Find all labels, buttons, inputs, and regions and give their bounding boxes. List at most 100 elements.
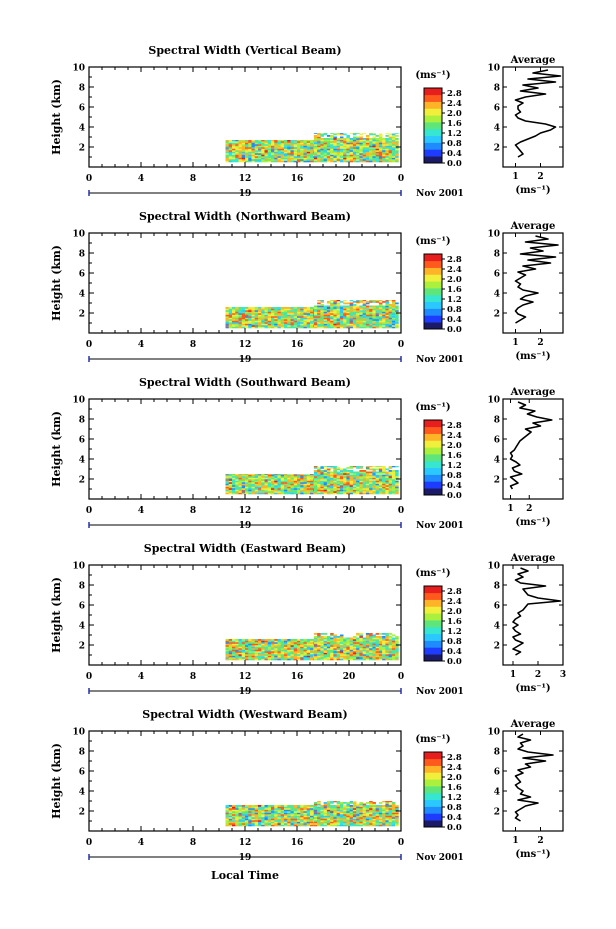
heatmap-cell (271, 646, 275, 649)
heatmap-cell (323, 144, 328, 146)
heatmap-cell (346, 809, 350, 812)
heatmap-cell (310, 811, 314, 813)
x-tick-label: 0 (398, 672, 404, 682)
heatmap-cell (254, 320, 259, 323)
heatmap-cell (313, 636, 318, 638)
heatmap-cell (339, 639, 344, 641)
heatmap-cell (369, 305, 373, 308)
heatmap-cell (284, 479, 288, 481)
heatmap-cell (261, 319, 265, 321)
heatmap-cell (336, 302, 341, 305)
heatmap-cell (362, 643, 367, 646)
heatmap-cell (388, 154, 393, 157)
heatmap-cell (326, 486, 331, 489)
heatmap-cell (326, 803, 331, 806)
heatmap-cell (346, 649, 350, 652)
heatmap-cell (303, 317, 308, 320)
heatmap-cell (303, 144, 308, 146)
heatmap-cell (228, 482, 233, 484)
heatmap-cell (258, 323, 262, 326)
heatmap-cell (241, 157, 246, 160)
heatmap-cell (349, 316, 354, 318)
heatmap-cell (349, 145, 354, 148)
heatmap-cell (382, 648, 386, 650)
heatmap-cell (330, 145, 334, 148)
heatmap-cell (365, 808, 370, 810)
heatmap-cell (365, 652, 370, 655)
heatmap-cell (271, 477, 275, 480)
heatmap-cell (378, 640, 383, 643)
heatmap-cell (238, 311, 243, 314)
heatmap-cell (330, 320, 334, 323)
heatmap-cell (284, 325, 288, 327)
heatmap-cell (369, 300, 373, 302)
heatmap-cell (310, 153, 314, 155)
heatmap-cell (235, 147, 239, 149)
heatmap-cell (264, 474, 269, 477)
heatmap-cell (323, 307, 328, 309)
heatmap-cell (320, 311, 324, 314)
heatmap-cell (313, 142, 318, 145)
heatmap-cell (378, 814, 383, 816)
heatmap-cell (254, 154, 259, 157)
heatmap-cell (300, 140, 304, 142)
heatmap-cell (385, 310, 389, 312)
heatmap-cell (267, 486, 272, 489)
heatmap-cell (356, 144, 360, 146)
heatmap-cell (306, 319, 311, 321)
heatmap-cell (349, 159, 354, 161)
heatmap-cell (372, 305, 376, 308)
heatmap-cell (349, 649, 354, 652)
heatmap-cell (303, 815, 308, 818)
heatmap-cell (382, 466, 386, 468)
heatmap-cell (362, 640, 367, 643)
heatmap-cell (365, 467, 370, 469)
heatmap-cell (261, 812, 265, 815)
heatmap-cell (280, 824, 285, 827)
heatmap-cell (228, 657, 233, 659)
heatmap-cell (284, 314, 288, 317)
heatmap-cell (277, 151, 282, 154)
colorbar-swatch (424, 813, 442, 821)
panel-title: Spectral Width (Eastward Beam) (144, 542, 346, 555)
heatmap-cell (290, 479, 295, 481)
heatmap-cell (300, 823, 304, 825)
heatmap-cell (343, 640, 347, 643)
heatmap-cell (310, 310, 314, 312)
heatmap-cell (241, 817, 246, 819)
heatmap-cell (336, 489, 341, 492)
heatmap-cell (391, 648, 396, 650)
heatmap-cell (251, 486, 256, 489)
heatmap-cell (362, 157, 367, 160)
x-tick-label: 8 (190, 672, 196, 682)
colorbar-tick-label: 2.0 (447, 773, 462, 783)
heatmap-cell (323, 322, 328, 324)
colorbar-tick-label: 0.0 (447, 823, 462, 833)
heatmap-cell (228, 818, 233, 821)
heatmap-cell (346, 325, 350, 327)
heatmap-cell (241, 811, 246, 813)
heatmap-cell (378, 151, 383, 154)
heatmap-cell (391, 642, 396, 644)
heatmap-cell (232, 319, 236, 321)
heatmap-cell (391, 824, 396, 827)
heatmap-cell (343, 468, 347, 471)
heatmap-cell (254, 308, 259, 311)
heatmap-cell (293, 156, 298, 158)
heatmap-cell (336, 811, 341, 813)
x-tick-label: 0 (398, 506, 404, 516)
heatmap-cell (336, 326, 341, 329)
heatmap-cell (287, 160, 291, 163)
heatmap-cell (320, 489, 324, 492)
heatmap-cell (297, 821, 301, 824)
heatmap-cell (369, 488, 373, 490)
heatmap-cell (378, 154, 383, 157)
heatmap-cell (274, 322, 278, 324)
heatmap-cell (245, 485, 249, 487)
heatmap-cell (225, 145, 230, 148)
heatmap-cell (248, 492, 252, 495)
heatmap-cell (385, 473, 389, 475)
heatmap-cell (378, 153, 383, 155)
heatmap-cell (235, 643, 239, 646)
heatmap-cell (228, 144, 233, 146)
